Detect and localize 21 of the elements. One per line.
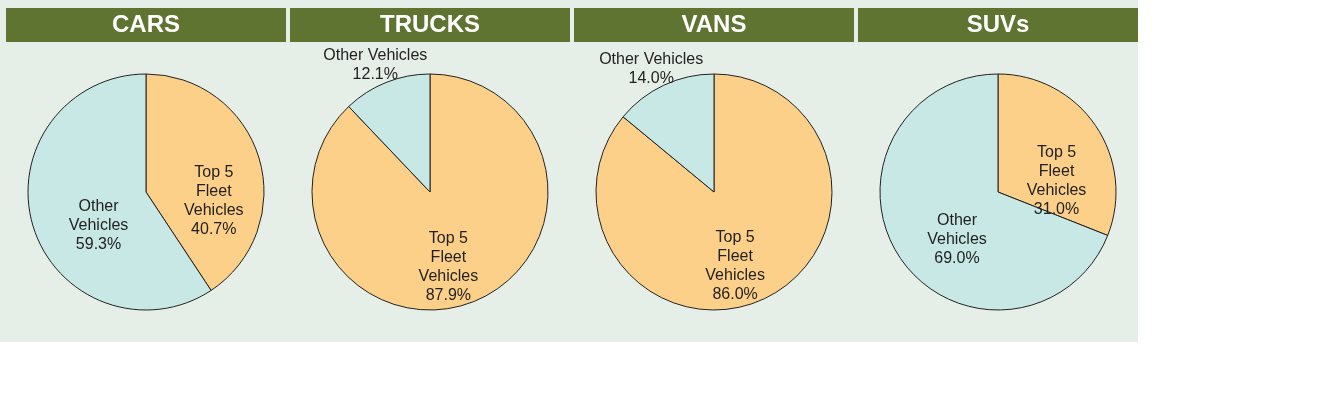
data-label: 40.7%	[191, 219, 237, 237]
data-label: 31.0%	[1033, 200, 1080, 218]
slice-label: Top 5 Fleet Vehicles	[184, 162, 244, 218]
slice-label: Other Vehicles	[68, 197, 129, 234]
data-label: 87.9%	[425, 286, 472, 304]
slice-label: Top 5 Fleet Vehicles	[418, 229, 479, 285]
slice-label: Other Vehicles	[323, 46, 428, 64]
chart-title: VANS	[681, 10, 747, 37]
pie-slice	[595, 73, 833, 311]
slice-label: Top 5 Fleet Vehicles	[1026, 143, 1087, 199]
data-label: 69.0%	[934, 248, 980, 266]
slice-label: Other Vehicles	[927, 210, 987, 247]
chart-title: CARS	[111, 10, 181, 37]
data-label: 59.3%	[75, 235, 122, 253]
chart-title: TRUCKS	[380, 10, 480, 37]
slice-label: Other Vehicles	[599, 49, 704, 67]
chart-title: SUVs	[966, 10, 1030, 37]
data-label: 12.1%	[352, 65, 398, 83]
data-label: 86.0%	[712, 284, 758, 302]
slice-label: Top 5 Fleet Vehicles	[705, 227, 765, 283]
data-label: 14.0%	[628, 68, 674, 86]
